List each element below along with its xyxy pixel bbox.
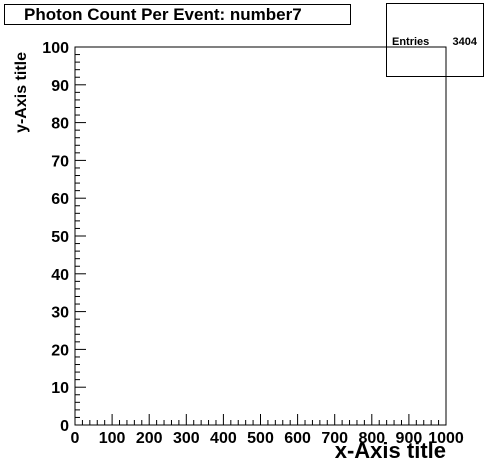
x-axis-ticks [74, 414, 447, 425]
stats-entries-row: Entries 3404 [392, 36, 477, 48]
y-tick-label: 10 [51, 380, 69, 397]
plot-frame [74, 46, 447, 426]
y-axis-ticks [75, 46, 86, 426]
y-axis-title: y-Axis title [13, 52, 30, 133]
x-tick-label: 400 [210, 430, 237, 447]
x-tick-label: 1000 [428, 430, 464, 447]
x-tick-label: 800 [358, 430, 385, 447]
x-tick-label: 700 [321, 430, 348, 447]
y-tick-label: 30 [51, 305, 69, 322]
x-tick-label: 300 [173, 430, 200, 447]
x-tick-label: 200 [136, 430, 163, 447]
x-tick-label: 100 [99, 430, 126, 447]
y-tick-label: 60 [51, 191, 69, 208]
y-tick-label: 0 [60, 418, 69, 435]
stats-entries-label: Entries [392, 36, 430, 48]
x-tick-label: 500 [247, 430, 274, 447]
x-tick-label: 0 [71, 430, 80, 447]
chart-title: Photon Count Per Event: number7 [4, 4, 351, 25]
y-tick-label: 50 [51, 229, 69, 246]
y-tick-label: 80 [51, 116, 69, 133]
y-tick-label: 40 [51, 267, 69, 284]
x-axis-tick-labels: 0 100 200 300 400 500 600 700 800 900 1000 [71, 430, 464, 447]
x-axis-title: x-Axis title [335, 438, 446, 463]
stats-box: Entries 3404 [386, 3, 484, 77]
y-axis-tick-labels: 0 10 20 30 40 50 60 70 80 90 100 [42, 40, 69, 435]
x-tick-label: 600 [284, 430, 311, 447]
y-tick-label: 20 [51, 342, 69, 359]
y-tick-label: 100 [42, 40, 69, 57]
y-tick-label: 70 [51, 153, 69, 170]
stats-entries-value: 3404 [452, 36, 477, 48]
x-tick-label: 900 [396, 430, 423, 447]
y-tick-label: 90 [51, 78, 69, 95]
